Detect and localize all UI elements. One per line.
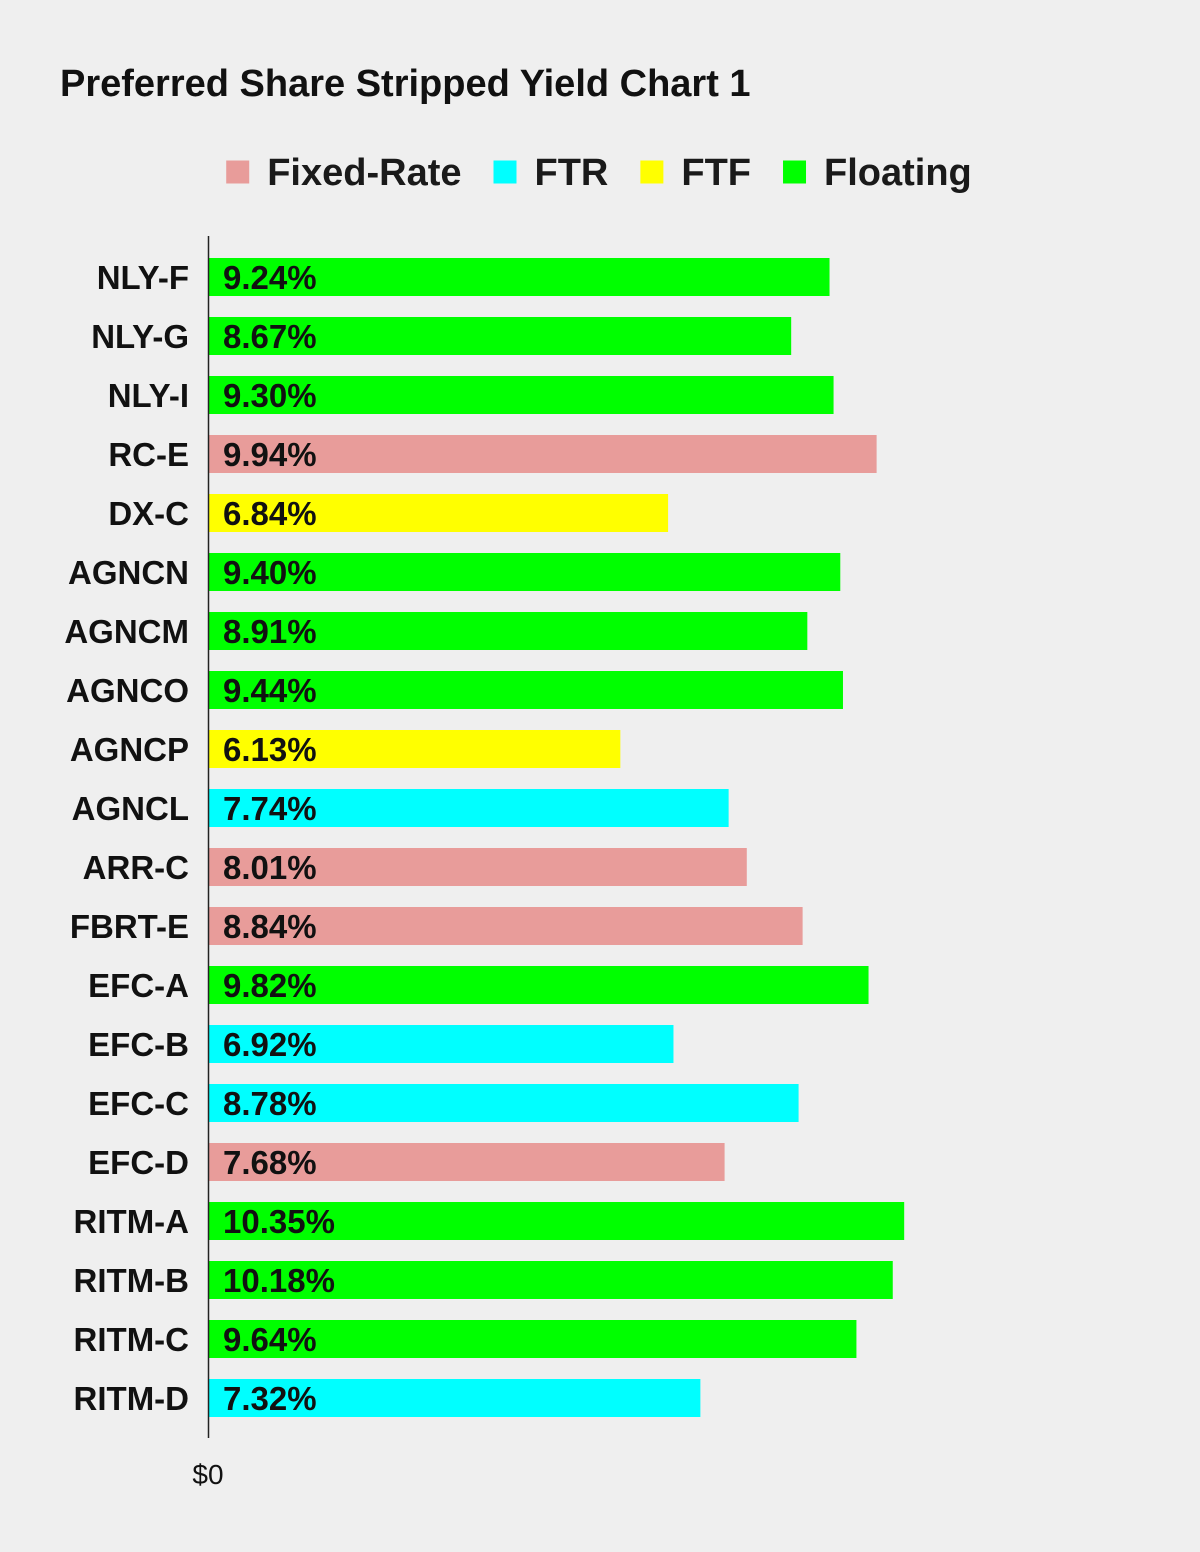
data-label-agncn: 9.40% <box>223 554 317 591</box>
data-label-ritm-c: 9.64% <box>223 1321 317 1358</box>
bar-fbrt-e <box>208 907 803 945</box>
bar-ritm-a <box>208 1202 905 1240</box>
bars-group: NLY-F 9.24% NLY-G 8.67% NLY-I 9.30% RC-E 9.94% D… <box>64 258 905 1417</box>
category-label-efc-b: EFC-B <box>88 1026 189 1063</box>
category-label-efc-d: EFC-D <box>88 1144 189 1181</box>
bar-efc-a <box>208 966 869 1004</box>
data-label-rc-e: 9.94% <box>223 436 317 473</box>
category-label-efc-a: EFC-A <box>88 967 189 1004</box>
category-label-efc-c: EFC-C <box>88 1085 189 1122</box>
bar-nly-g <box>208 317 792 355</box>
data-label-efc-a: 9.82% <box>223 967 317 1004</box>
legend-item-floating: Floating <box>783 152 972 194</box>
category-label-nly-i: NLY-I <box>108 377 189 414</box>
bar-agnco <box>208 671 843 709</box>
legend: Fixed-Rate FTR FTF Floating <box>226 152 972 194</box>
legend-label-ftr: FTR <box>535 152 609 194</box>
data-label-dx-c: 6.84% <box>223 495 317 532</box>
bar-efc-d <box>208 1143 725 1181</box>
bar-efc-c <box>208 1084 799 1122</box>
legend-item-ftf: FTF <box>640 152 751 194</box>
data-label-fbrt-e: 8.84% <box>223 908 317 945</box>
data-label-ritm-d: 7.32% <box>223 1380 317 1417</box>
data-label-efc-c: 8.78% <box>223 1085 317 1122</box>
category-label-agncn: AGNCN <box>68 554 189 591</box>
bar-agncm <box>208 612 808 650</box>
bar-ritm-d <box>208 1379 701 1417</box>
legend-swatch-floating <box>783 160 807 184</box>
legend-label-ftf: FTF <box>681 152 751 194</box>
legend-item-ftr: FTR <box>493 152 609 194</box>
chart-title: Preferred Share Stripped Yield Chart 1 <box>60 63 751 105</box>
bar-rc-e <box>208 435 877 473</box>
legend-swatch-ftf <box>640 160 664 184</box>
legend-swatch-ftr <box>493 160 517 184</box>
data-label-ritm-b: 10.18% <box>223 1262 335 1299</box>
category-label-ritm-c: RITM-C <box>74 1321 189 1358</box>
x-tick-label-0: $0 <box>192 1459 223 1490</box>
legend-label-fixed-rate: Fixed-Rate <box>267 152 461 194</box>
category-label-nly-g: NLY-G <box>91 318 189 355</box>
data-label-ritm-a: 10.35% <box>223 1203 335 1240</box>
category-label-agncm: AGNCM <box>64 613 189 650</box>
data-label-agnco: 9.44% <box>223 672 317 709</box>
bar-efc-b <box>208 1025 674 1063</box>
bar-nly-i <box>208 376 834 414</box>
category-label-ritm-d: RITM-D <box>74 1380 189 1417</box>
bar-nly-f <box>208 258 830 296</box>
bar-agncl <box>208 789 729 827</box>
data-label-nly-g: 8.67% <box>223 318 317 355</box>
category-label-ritm-a: RITM-A <box>74 1203 189 1240</box>
data-label-nly-i: 9.30% <box>223 377 317 414</box>
category-label-fbrt-e: FBRT-E <box>70 908 189 945</box>
bar-arr-c <box>208 848 747 886</box>
legend-item-fixed-rate: Fixed-Rate <box>226 152 462 194</box>
category-label-rc-e: RC-E <box>108 436 189 473</box>
legend-swatch-fixed-rate <box>226 160 250 184</box>
data-label-efc-d: 7.68% <box>223 1144 317 1181</box>
category-label-nly-f: NLY-F <box>97 259 189 296</box>
bar-agncn <box>208 553 841 591</box>
data-label-efc-b: 6.92% <box>223 1026 317 1063</box>
category-label-agncp: AGNCP <box>70 731 189 768</box>
data-label-agncm: 8.91% <box>223 613 317 650</box>
bar-dx-c <box>208 494 669 532</box>
data-label-arr-c: 8.01% <box>223 849 317 886</box>
bar-agncp <box>208 730 621 768</box>
data-label-nly-f: 9.24% <box>223 259 317 296</box>
legend-label-floating: Floating <box>824 152 972 194</box>
category-label-agnco: AGNCO <box>66 672 189 709</box>
category-label-arr-c: ARR-C <box>83 849 189 886</box>
data-label-agncp: 6.13% <box>223 731 317 768</box>
bar-ritm-c <box>208 1320 857 1358</box>
bar-ritm-b <box>208 1261 893 1299</box>
category-label-agncl: AGNCL <box>72 790 189 827</box>
data-label-agncl: 7.74% <box>223 790 317 827</box>
category-label-ritm-b: RITM-B <box>74 1262 189 1299</box>
category-label-dx-c: DX-C <box>108 495 189 532</box>
